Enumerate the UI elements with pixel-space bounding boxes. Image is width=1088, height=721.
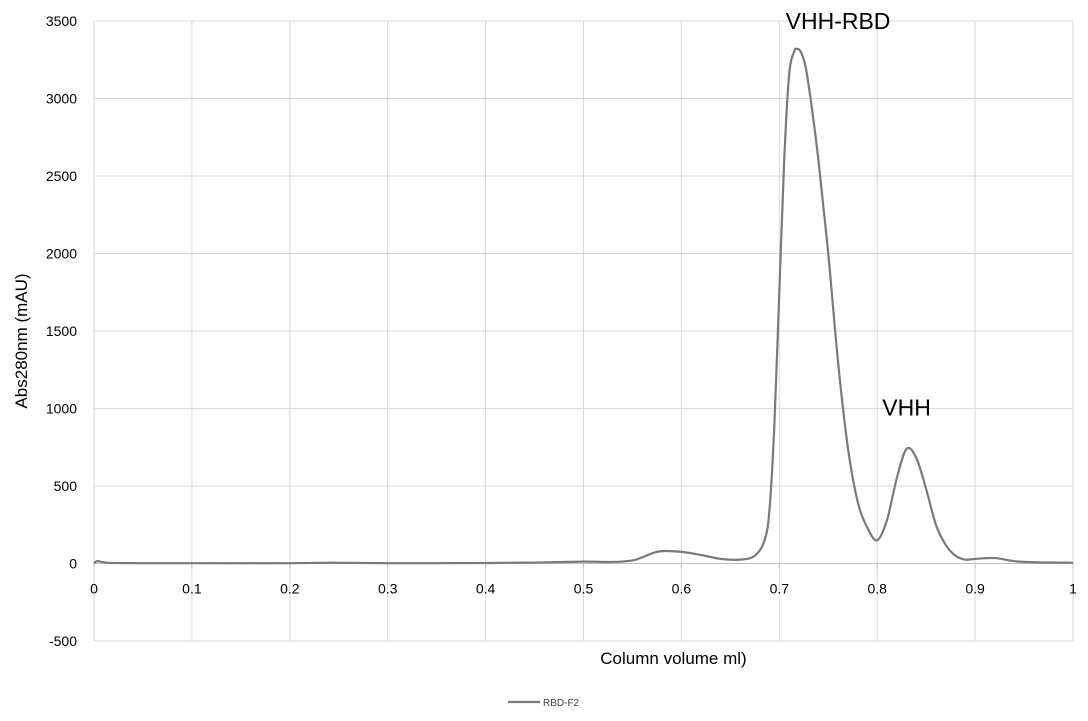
y-tick-label: -500 — [49, 633, 77, 649]
x-tick-label: 0.6 — [672, 581, 692, 597]
gridlines — [93, 20, 1074, 642]
peak-annotation: VHH-RBD — [786, 8, 891, 34]
series-line-rbd-f2 — [93, 47, 1074, 565]
x-tick-label: 0.8 — [867, 581, 887, 597]
x-tick-label: 0.5 — [574, 581, 594, 597]
x-axis-title: Column volume ml) — [600, 649, 746, 668]
annotations: VHH-RBD VHH — [786, 8, 931, 421]
y-tick-label: 0 — [69, 556, 77, 572]
y-tick-label: 3500 — [46, 13, 77, 29]
y-tick-label: 3000 — [46, 91, 77, 107]
x-tick-label: 0.1 — [182, 581, 202, 597]
series-lines — [93, 47, 1074, 565]
x-tick-label: 1 — [1069, 581, 1077, 597]
x-tick-label: 0.9 — [965, 581, 985, 597]
y-tick-label: 2500 — [46, 168, 77, 184]
x-tick-label: 0.2 — [280, 581, 300, 597]
y-tick-label: 1000 — [46, 401, 77, 417]
x-tick-label: 0.7 — [770, 581, 790, 597]
x-tick-label: 0.4 — [476, 581, 496, 597]
legend-label-rbd-f2: RBD-F2 — [543, 698, 580, 709]
y-tick-label: 2000 — [46, 246, 77, 262]
peak-annotation: VHH — [882, 394, 931, 420]
tick-labels: -500 0 500 1000 1500 2000 2500 3000 3500 0 0.1 0.2 0… — [46, 13, 1077, 649]
x-tick-label: 0.3 — [378, 581, 398, 597]
y-tick-label: 1500 — [46, 323, 77, 339]
y-tick-label: 500 — [54, 478, 78, 494]
x-tick-label: 0 — [90, 581, 98, 597]
legend: RBD-F2 — [508, 698, 580, 709]
y-axis-title: Abs280nm (mAU) — [12, 273, 31, 408]
